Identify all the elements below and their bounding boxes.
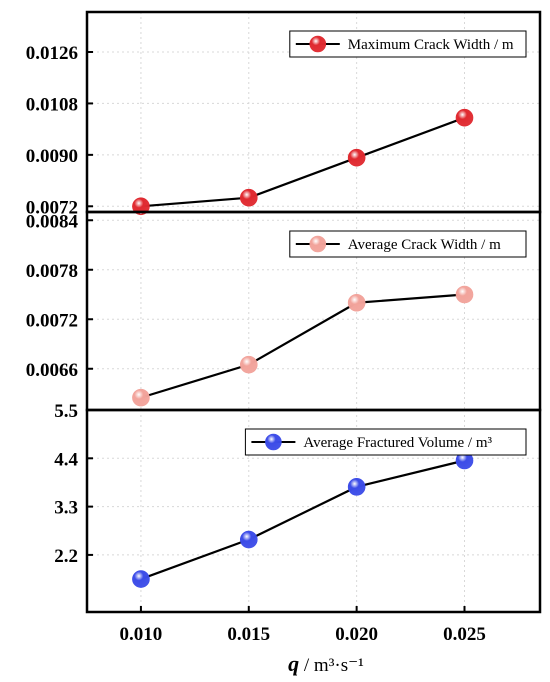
series-line (140, 459, 465, 581)
legend-marker (309, 35, 327, 53)
data-point (347, 148, 366, 167)
data-point (239, 355, 258, 374)
y-tick-label: 0.0090 (26, 146, 78, 167)
y-tick-label: 5.5 (54, 401, 78, 422)
x-tick-label: 0.025 (443, 624, 486, 645)
legend-label: Average Fractured Volume / m³ (303, 435, 492, 451)
y-tick-label: 0.0084 (26, 211, 79, 232)
data-point (239, 188, 258, 207)
x-tick-label: 0.010 (120, 624, 163, 645)
y-tick-label: 0.0078 (26, 261, 78, 282)
x-axis-label-unit: / m³·s⁻¹ (299, 655, 364, 676)
legend-marker (265, 433, 282, 451)
legend: Maximum Crack Width / m (289, 30, 527, 58)
data-point (455, 108, 474, 127)
legend-marker (309, 235, 327, 253)
legend-label: Average Crack Width / m (348, 237, 501, 253)
series-line (140, 293, 465, 399)
x-tick-label: 0.020 (335, 624, 378, 645)
data-point (132, 197, 150, 216)
y-tick-label: 2.2 (54, 546, 78, 567)
y-tick-label: 0.0108 (26, 94, 78, 115)
x-tick-label: 0.015 (227, 624, 270, 645)
legend: Average Crack Width / m (289, 230, 527, 258)
data-point (239, 530, 258, 549)
panel-1: 0.0072 0.0090 0.0108 0.0126 Maximum Crack Wi… (26, 10, 542, 218)
data-point (347, 293, 366, 312)
y-tick-label: 3.3 (54, 498, 78, 519)
y-tick-label: 0.0126 (26, 43, 78, 64)
data-point (132, 570, 150, 588)
legend-label: Maximum Crack Width / m (348, 37, 514, 53)
data-point (132, 388, 150, 407)
data-point (455, 285, 474, 304)
panel-2: 0.0066 0.0072 0.0078 0.0084 Average Crack Wi… (26, 210, 542, 412)
panel-3: 2.2 3.3 4.4 5.5 Average Fractured Volume / m… (54, 401, 542, 614)
legend: Average Fractured Volume / m³ (244, 428, 527, 456)
y-tick-label: 4.4 (54, 449, 78, 470)
x-axis-label-symbol: q (288, 651, 299, 676)
data-point (347, 478, 366, 496)
series-line (140, 116, 465, 208)
panel-frame (85, 408, 542, 614)
y-tick-label: 0.0072 (26, 197, 78, 218)
x-axis-label: q / m³·s⁻¹ (288, 651, 364, 676)
y-tick-label: 0.0072 (26, 310, 78, 331)
y-tick-label: 0.0066 (26, 360, 78, 381)
grid (87, 212, 540, 410)
